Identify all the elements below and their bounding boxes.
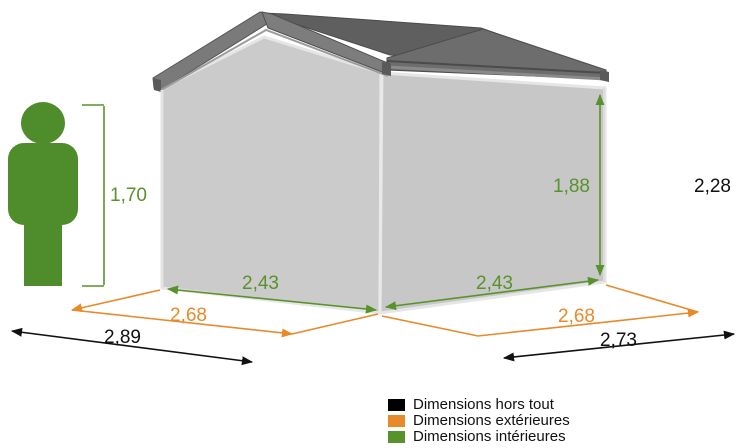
- shed-left-wall: [160, 35, 384, 315]
- legend-swatch-green: [388, 431, 405, 443]
- legend-item-interieures: Dimensions intérieures: [388, 429, 628, 445]
- legend-label: Dimensions extérieures: [413, 412, 570, 429]
- inner-width-right-dimension: [384, 276, 600, 311]
- outer-width-left-label: 2,68: [170, 305, 207, 326]
- total-width-right-label: 2,73: [600, 330, 637, 351]
- person-silhouette-icon: [8, 102, 78, 286]
- total-width-left-label: 2,89: [104, 327, 141, 348]
- outer-width-left-dimension: [70, 289, 379, 338]
- person-height-dimension: [82, 104, 105, 287]
- legend-item-exterieures: Dimensions extérieures: [388, 413, 628, 429]
- legend-label: Dimensions hors tout: [413, 396, 554, 413]
- legend-label: Dimensions intérieures: [413, 428, 566, 445]
- outer-width-right-label: 2,68: [558, 306, 595, 327]
- total-width-left-dimension: [10, 327, 254, 366]
- total-width-right-dimension: [502, 330, 736, 362]
- legend-swatch-orange: [388, 415, 405, 427]
- legend: Dimensions hors tout Dimensions extérieu…: [388, 397, 628, 445]
- inner-width-right-label: 2,43: [476, 273, 513, 294]
- inner-height-label: 1,88: [553, 176, 590, 197]
- inner-width-left-dimension: [166, 285, 378, 314]
- legend-swatch-black: [388, 399, 405, 411]
- total-height-label: 2,28: [694, 176, 731, 197]
- person-height-label: 1,70: [110, 185, 147, 206]
- legend-item-hors-tout: Dimensions hors tout: [388, 397, 628, 413]
- inner-width-left-label: 2,43: [242, 273, 279, 294]
- shed: [152, 11, 609, 315]
